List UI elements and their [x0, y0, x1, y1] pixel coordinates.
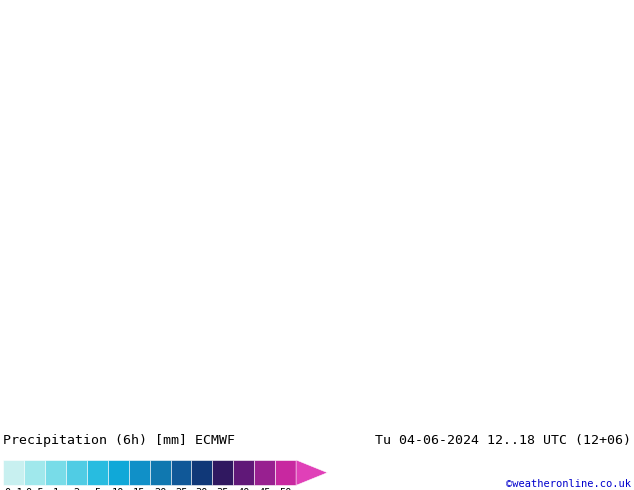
- Bar: [3, 460, 24, 486]
- Bar: [212, 460, 233, 486]
- Text: 45: 45: [259, 488, 271, 490]
- Bar: [66, 460, 87, 486]
- Bar: [45, 460, 66, 486]
- Bar: [24, 460, 45, 486]
- Text: Precipitation (6h) [mm] ECMWF: Precipitation (6h) [mm] ECMWF: [3, 434, 235, 447]
- Text: 2: 2: [74, 488, 79, 490]
- Bar: [129, 460, 150, 486]
- Text: 40: 40: [238, 488, 250, 490]
- Text: 20: 20: [154, 488, 166, 490]
- Text: 5: 5: [94, 488, 100, 490]
- Bar: [191, 460, 212, 486]
- Polygon shape: [296, 460, 328, 486]
- Text: 0.1: 0.1: [4, 488, 23, 490]
- Text: Tu 04-06-2024 12..18 UTC (12+06): Tu 04-06-2024 12..18 UTC (12+06): [375, 434, 631, 447]
- Text: 0.5: 0.5: [25, 488, 44, 490]
- Text: 15: 15: [133, 488, 145, 490]
- Bar: [87, 460, 108, 486]
- Text: 10: 10: [112, 488, 124, 490]
- Bar: [108, 460, 129, 486]
- Bar: [171, 460, 191, 486]
- Text: 1: 1: [53, 488, 58, 490]
- Bar: [233, 460, 254, 486]
- Text: 50: 50: [280, 488, 292, 490]
- Bar: [150, 460, 171, 486]
- Bar: [275, 460, 296, 486]
- Text: 25: 25: [175, 488, 187, 490]
- Bar: [254, 460, 275, 486]
- Text: 30: 30: [196, 488, 208, 490]
- Text: 35: 35: [217, 488, 229, 490]
- Text: ©weatheronline.co.uk: ©weatheronline.co.uk: [506, 479, 631, 489]
